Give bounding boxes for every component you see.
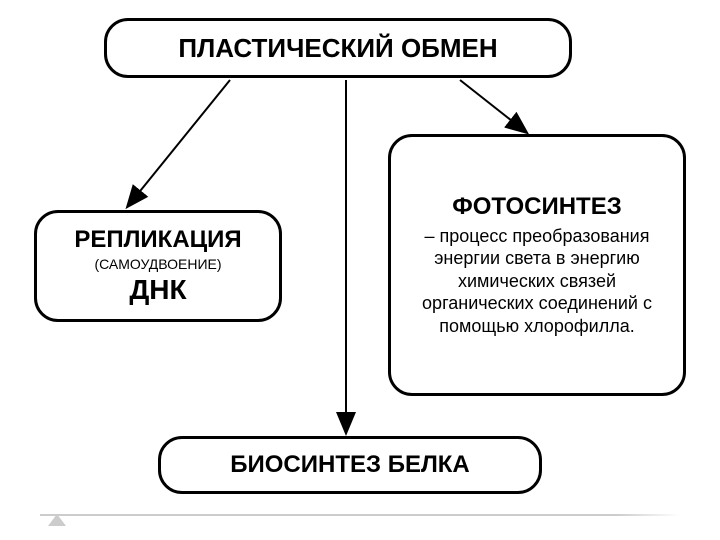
node-top-label: ПЛАСТИЧЕСКИЙ ОБМЕН bbox=[178, 33, 497, 64]
node-left-title: РЕПЛИКАЦИЯ bbox=[74, 226, 241, 254]
node-bottom-label: БИОСИНТЕЗ БЕЛКА bbox=[230, 451, 470, 479]
edge-top-right bbox=[460, 80, 526, 132]
edge-top-left bbox=[128, 80, 230, 206]
node-right-description: – процесс преобразования энергии света в… bbox=[405, 225, 669, 338]
node-top: ПЛАСТИЧЕСКИЙ ОБМЕН bbox=[104, 18, 572, 78]
node-left: РЕПЛИКАЦИЯ (САМОУДВОЕНИЕ) ДНК bbox=[34, 210, 282, 322]
node-left-subtitle: (САМОУДВОЕНИЕ) bbox=[94, 256, 221, 272]
node-bottom: БИОСИНТЕЗ БЕЛКА bbox=[158, 436, 542, 494]
node-right-title: ФОТОСИНТЕЗ bbox=[452, 193, 622, 221]
node-right: ФОТОСИНТЕЗ – процесс преобразования энер… bbox=[388, 134, 686, 396]
node-left-bottom: ДНК bbox=[129, 274, 186, 306]
footer-marker-icon bbox=[48, 514, 66, 526]
footer-divider bbox=[40, 514, 680, 516]
